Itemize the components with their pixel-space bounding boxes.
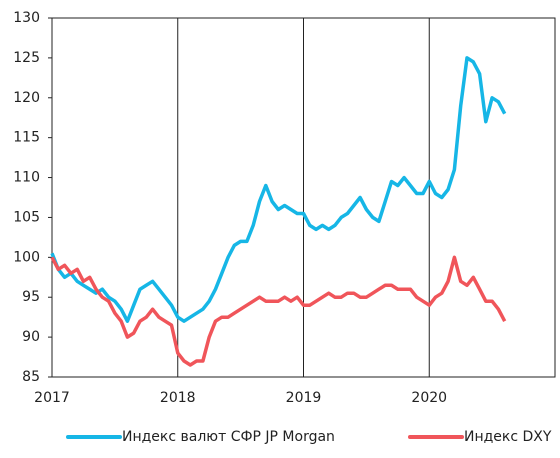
x-tick-label: 2020 (411, 390, 447, 406)
x-tick-label: 2017 (34, 390, 70, 406)
y-tick-label: 90 (22, 329, 40, 345)
y-tick-label: 85 (22, 369, 40, 385)
series-line (50, 56, 507, 323)
y-tick-label: 95 (22, 289, 40, 305)
y-tick-label: 130 (13, 10, 40, 26)
y-tick-label: 120 (13, 90, 40, 106)
y-tick-label: 115 (13, 130, 40, 146)
y-tick-label: 110 (13, 170, 40, 186)
legend-label: Индекс DXY (464, 429, 552, 445)
y-tick-label: 100 (13, 249, 40, 265)
y-tick-label: 105 (13, 209, 40, 225)
x-tick-label: 2019 (286, 390, 322, 406)
series-line (50, 255, 507, 367)
legend-label: Индекс валют СФР JP Morgan (122, 429, 335, 445)
y-tick-label: 125 (13, 50, 40, 66)
x-tick-label: 2018 (160, 390, 196, 406)
